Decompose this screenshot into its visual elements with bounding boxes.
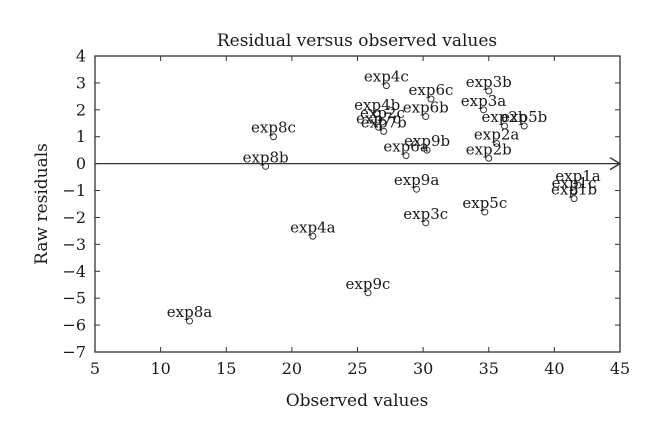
data-point (481, 208, 489, 216)
y-tick-label: 2 (76, 100, 86, 119)
chart-title: Residual versus observed values (217, 31, 497, 51)
point-label: exp3a (461, 92, 506, 110)
data-point (422, 219, 430, 227)
data-point (373, 110, 381, 118)
y-axis-title: Raw residuals (32, 143, 52, 265)
data-point (375, 123, 382, 131)
data-point (186, 317, 193, 325)
point-label: exp3c (403, 205, 448, 223)
point-label: exp6b (403, 99, 449, 117)
y-axis: 4 3 2 1 0 −1 −2 −3 −4 −5 −6 −7 (62, 47, 620, 362)
data-point (427, 95, 435, 103)
data-point (574, 181, 582, 189)
point-label: exp1b (551, 181, 597, 199)
data-point (480, 106, 487, 114)
data-point (309, 232, 317, 240)
y-tick-label: 4 (76, 47, 86, 66)
y-tick-label: −2 (62, 208, 86, 227)
point-label: exp7c (356, 109, 401, 127)
data-point (382, 82, 390, 90)
data-point (520, 122, 528, 130)
x-tick-label: 5 (90, 359, 100, 378)
x-tick-label: 35 (479, 359, 499, 378)
data-point (501, 122, 508, 130)
point-label: exp9b (404, 132, 450, 150)
point-label: exp1a (555, 167, 600, 185)
point-label: exp4a (290, 218, 335, 236)
zero-line-arrowhead (609, 157, 622, 171)
point-label: exp6c (409, 81, 454, 99)
point-label: exp6a (383, 138, 428, 156)
y-tick-label: 1 (76, 127, 86, 146)
x-tick-label: 10 (150, 359, 170, 378)
point-label: exp4b (354, 96, 400, 114)
x-tick-label: 40 (544, 359, 564, 378)
point-label: exp2b (466, 140, 512, 158)
y-tick-label: −7 (62, 343, 86, 362)
data-point (422, 113, 430, 121)
point-label: exp9c (346, 275, 391, 293)
x-tick-label: 20 (282, 359, 302, 378)
data-point (485, 154, 493, 162)
x-tick-label: 45 (610, 359, 630, 378)
point-label: exp5b (501, 108, 547, 126)
x-tick-label: 25 (347, 359, 367, 378)
point-label: exp9a (394, 171, 439, 189)
y-tick-label: −4 (62, 262, 86, 281)
point-label: exp8c (251, 119, 296, 137)
point-label: exp2c (360, 104, 405, 122)
data-point (493, 139, 501, 147)
y-tick-label: −5 (62, 289, 86, 308)
point-label: exp3b (466, 73, 512, 91)
data-point (423, 146, 431, 154)
point-label: exp4c (364, 68, 409, 86)
data-point (570, 195, 578, 203)
y-axis-title-group: Raw residuals (32, 143, 52, 265)
data-point (378, 118, 386, 126)
x-axis-title: Observed values (286, 391, 429, 411)
point-label: exp2a (474, 125, 519, 143)
y-tick-label: −1 (62, 181, 86, 200)
point-label: exp5c (462, 194, 507, 212)
y-tick-label: −3 (62, 235, 86, 254)
data-point (270, 133, 277, 141)
x-tick-label: 30 (413, 359, 433, 378)
point-label: exp2b (481, 108, 527, 126)
point-label: exp8b (243, 148, 289, 166)
data-point (570, 188, 578, 196)
point-label: exp1c (552, 174, 597, 192)
zero-line (95, 157, 622, 171)
data-point (402, 152, 410, 160)
data-point (485, 87, 493, 95)
y-tick-label: 3 (76, 73, 86, 92)
point-label: exp7b (361, 113, 407, 131)
data-point (413, 185, 421, 193)
y-tick-label: −6 (62, 316, 86, 335)
data-point (380, 127, 388, 135)
y-tick-label: 0 (76, 154, 86, 173)
point-label: exp8a (167, 303, 212, 321)
x-tick-label: 15 (216, 359, 236, 378)
x-axis: 5 10 15 20 25 30 35 40 45 (90, 56, 630, 378)
data-point (364, 289, 372, 297)
data-point (262, 162, 270, 170)
